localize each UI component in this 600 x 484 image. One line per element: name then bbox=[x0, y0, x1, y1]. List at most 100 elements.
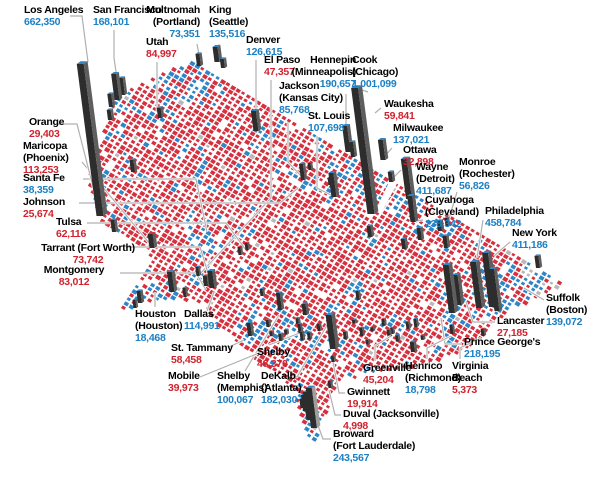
margin-spike-side bbox=[333, 354, 337, 362]
margin-spike-cap bbox=[436, 219, 443, 221]
callout-johnson: Johnson 25,674 bbox=[23, 196, 65, 221]
margin-spike bbox=[156, 108, 162, 118]
callout-ottawa: Ottawa 32,898 bbox=[403, 144, 437, 169]
margin-spike-side bbox=[412, 194, 419, 222]
leader-line-henrico bbox=[426, 335, 452, 359]
margin-spike-side bbox=[373, 326, 376, 332]
margin-spike-cap bbox=[307, 161, 313, 163]
margin-spike-cap bbox=[110, 218, 117, 220]
county-name: Denver bbox=[246, 34, 281, 46]
lake-erie bbox=[428, 200, 455, 221]
margin-spike-cap bbox=[295, 316, 300, 319]
margin-spike-side bbox=[300, 322, 304, 333]
margin-spike bbox=[413, 319, 418, 328]
margin-spike-cap bbox=[386, 328, 392, 330]
county-name: Greenville bbox=[363, 362, 412, 374]
margin-spike-side bbox=[406, 156, 416, 199]
margin-spike-side bbox=[413, 340, 418, 352]
margin-spike-side bbox=[111, 92, 116, 107]
callout-duval: Duval (Jacksonville) 4,998 bbox=[343, 408, 439, 433]
margin-spike-side bbox=[116, 72, 123, 100]
margin-spike-cap bbox=[489, 267, 497, 269]
margin-spike bbox=[299, 331, 304, 341]
margin-spike bbox=[351, 319, 356, 324]
margin-spike-side bbox=[397, 334, 401, 342]
county-name: Cuyahoga bbox=[425, 194, 474, 206]
margin-spike bbox=[377, 140, 386, 160]
county-name: New York bbox=[512, 227, 557, 239]
margin-spike bbox=[452, 275, 462, 305]
county-name: (Chicago) bbox=[352, 65, 399, 78]
margin-spike-side bbox=[310, 161, 314, 170]
margin-spike bbox=[480, 329, 485, 336]
margin-spike-side bbox=[311, 385, 321, 428]
margin-value: 32,898 bbox=[403, 155, 434, 168]
margin-spike-side bbox=[272, 330, 275, 337]
margin-spike-cap bbox=[534, 254, 541, 256]
margin-spike bbox=[295, 318, 300, 325]
margin-spike-side bbox=[330, 379, 334, 388]
margin-spike-side bbox=[494, 267, 503, 311]
margin-spike bbox=[325, 315, 336, 349]
margin-spike-cap bbox=[444, 216, 450, 218]
margin-spike bbox=[355, 291, 360, 300]
margin-spike bbox=[129, 160, 135, 172]
margin-value: 100,067 bbox=[217, 393, 254, 406]
margin-spike bbox=[275, 293, 282, 310]
margin-spike bbox=[76, 64, 104, 216]
margin-spike-cap bbox=[413, 317, 418, 320]
margin-spike-side bbox=[83, 61, 108, 217]
margin-spike-side bbox=[319, 322, 323, 331]
margin-spike-cap bbox=[407, 194, 415, 196]
margin-spike bbox=[107, 94, 113, 107]
callout-utah: Utah 84,997 bbox=[146, 36, 177, 61]
callout-houston: Houston (Houston) 18,468 bbox=[135, 308, 183, 345]
margin-spike-side bbox=[185, 286, 189, 297]
county-name: El Paso bbox=[264, 54, 301, 66]
margin-spike-cap bbox=[359, 326, 364, 328]
margin-spike-side bbox=[391, 170, 396, 182]
margin-spike-cap bbox=[389, 326, 395, 328]
margin-spike-cap bbox=[283, 328, 289, 330]
leader-line-los-angeles bbox=[70, 15, 89, 63]
county-name: Jackson bbox=[279, 80, 320, 92]
county-name: Cook bbox=[352, 54, 378, 66]
margin-spike bbox=[342, 126, 351, 152]
margin-spike-cap bbox=[470, 259, 480, 262]
county-name: St. Tammany bbox=[171, 342, 233, 354]
callout-new-york: New York 411,186 bbox=[512, 227, 557, 252]
margin-value: 18,468 bbox=[135, 331, 166, 344]
callout-suffolk-boston: Suffolk (Boston) 139,072 bbox=[546, 292, 587, 329]
county-name: (Rochester) bbox=[459, 167, 515, 180]
margin-spike-cap bbox=[405, 320, 411, 323]
margin-value: 85,768 bbox=[279, 103, 310, 116]
margin-spike-cap bbox=[351, 85, 362, 88]
callout-tulsa: Tulsa 62,116 bbox=[56, 216, 86, 241]
margin-spike bbox=[416, 228, 422, 240]
margin-spike-cap bbox=[111, 72, 119, 74]
margin-spike bbox=[265, 320, 270, 327]
county-name: Tarrant (Fort Worth) bbox=[41, 242, 135, 254]
margin-spike bbox=[330, 356, 335, 362]
margin-spike-cap bbox=[212, 45, 221, 47]
margin-value: 56,826 bbox=[459, 179, 490, 192]
margin-spike bbox=[400, 239, 406, 249]
county-name: Dallas bbox=[184, 308, 214, 320]
margin-spike bbox=[278, 333, 283, 341]
margin-spike-side bbox=[452, 323, 456, 334]
callout-waukesha: Waukesha 59,841 bbox=[384, 98, 434, 123]
margin-value: 45,204 bbox=[363, 373, 394, 386]
margin-spike bbox=[481, 253, 495, 307]
margin-spike bbox=[207, 271, 215, 288]
margin-spike bbox=[106, 110, 112, 120]
leader-line-shelby-al bbox=[268, 331, 303, 346]
margin-spike-cap bbox=[366, 224, 373, 226]
margin-spike bbox=[400, 159, 412, 199]
margin-spike-side bbox=[440, 219, 445, 231]
margin-spike-side bbox=[382, 138, 389, 160]
margin-value: 113,253 bbox=[23, 163, 59, 176]
callout-cuyahoga: Cuyahoga (Cleveland) 238,342 bbox=[425, 194, 479, 231]
county-name: Johnson bbox=[23, 196, 65, 208]
county-name: Shelby bbox=[217, 370, 250, 382]
county-name: (Memphis) bbox=[217, 381, 268, 394]
